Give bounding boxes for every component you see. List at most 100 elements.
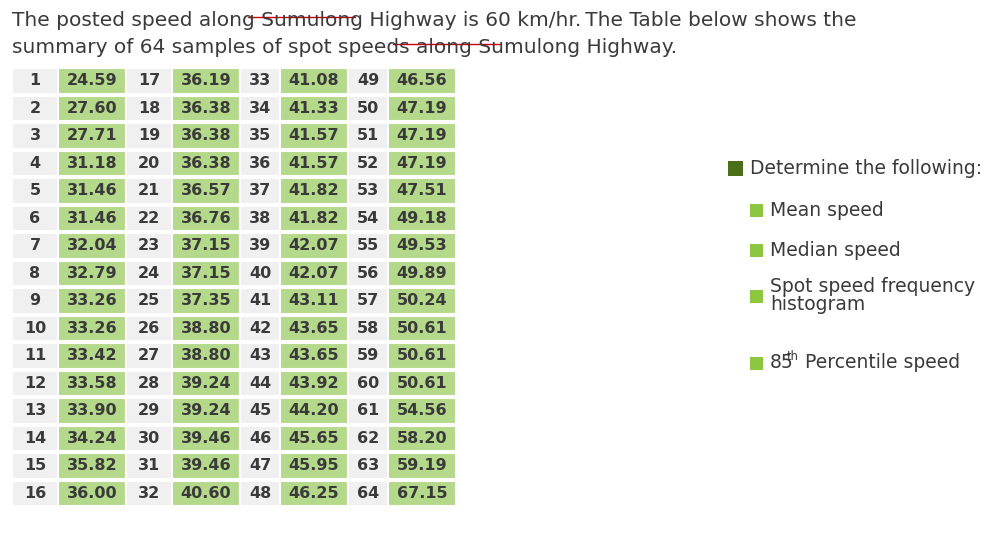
FancyBboxPatch shape (348, 123, 388, 148)
Text: 49.18: 49.18 (397, 211, 448, 226)
Text: 45: 45 (249, 404, 271, 418)
FancyBboxPatch shape (240, 68, 280, 94)
FancyBboxPatch shape (750, 244, 763, 257)
Text: 47.51: 47.51 (397, 183, 448, 198)
FancyBboxPatch shape (126, 426, 172, 451)
Text: 42.07: 42.07 (289, 266, 339, 281)
Text: 39.24: 39.24 (180, 404, 231, 418)
Text: 35: 35 (249, 128, 271, 143)
Text: 10: 10 (24, 321, 46, 336)
Text: 12: 12 (24, 376, 46, 391)
FancyBboxPatch shape (172, 288, 240, 314)
FancyBboxPatch shape (348, 398, 388, 423)
Text: 32.04: 32.04 (67, 238, 118, 253)
FancyBboxPatch shape (126, 178, 172, 203)
Text: 49: 49 (357, 73, 379, 88)
FancyBboxPatch shape (172, 151, 240, 176)
Text: 43: 43 (249, 348, 271, 363)
Text: The posted speed along Sumulong Highway is 60 km/hr. The Table below shows the: The posted speed along Sumulong Highway … (12, 11, 856, 30)
Text: 21: 21 (138, 183, 161, 198)
Text: 51: 51 (357, 128, 379, 143)
FancyBboxPatch shape (58, 206, 126, 231)
FancyBboxPatch shape (348, 260, 388, 286)
FancyBboxPatch shape (348, 453, 388, 478)
Text: 61: 61 (357, 404, 379, 418)
Text: 40: 40 (249, 266, 271, 281)
FancyBboxPatch shape (280, 480, 348, 506)
FancyBboxPatch shape (388, 233, 456, 258)
FancyBboxPatch shape (280, 426, 348, 451)
FancyBboxPatch shape (348, 96, 388, 121)
Text: 42: 42 (249, 321, 271, 336)
FancyBboxPatch shape (348, 371, 388, 396)
FancyBboxPatch shape (172, 426, 240, 451)
FancyBboxPatch shape (348, 206, 388, 231)
FancyBboxPatch shape (280, 398, 348, 423)
Text: 45.95: 45.95 (289, 458, 339, 473)
Text: 44.20: 44.20 (289, 404, 339, 418)
Text: 47.19: 47.19 (397, 101, 448, 116)
Text: 41: 41 (249, 293, 271, 308)
Text: 31.46: 31.46 (67, 183, 118, 198)
Text: 58.20: 58.20 (397, 431, 448, 446)
FancyBboxPatch shape (126, 371, 172, 396)
FancyBboxPatch shape (388, 123, 456, 148)
Text: 27.71: 27.71 (67, 128, 118, 143)
Text: 32.79: 32.79 (67, 266, 118, 281)
FancyBboxPatch shape (388, 178, 456, 203)
FancyBboxPatch shape (126, 233, 172, 258)
Text: 33.58: 33.58 (67, 376, 118, 391)
Text: th: th (787, 350, 799, 364)
Text: 47.19: 47.19 (397, 128, 448, 143)
FancyBboxPatch shape (388, 96, 456, 121)
FancyBboxPatch shape (12, 260, 58, 286)
Text: 24.59: 24.59 (67, 73, 118, 88)
Text: 8: 8 (30, 266, 41, 281)
FancyBboxPatch shape (12, 68, 58, 94)
Text: 13: 13 (24, 404, 46, 418)
Text: 41.82: 41.82 (289, 183, 339, 198)
Text: 63: 63 (357, 458, 379, 473)
FancyBboxPatch shape (126, 260, 172, 286)
FancyBboxPatch shape (280, 151, 348, 176)
Text: 36.38: 36.38 (180, 101, 231, 116)
FancyBboxPatch shape (240, 151, 280, 176)
FancyBboxPatch shape (280, 371, 348, 396)
FancyBboxPatch shape (348, 233, 388, 258)
FancyBboxPatch shape (172, 260, 240, 286)
Text: 3: 3 (30, 128, 41, 143)
Text: 37.15: 37.15 (180, 266, 231, 281)
FancyBboxPatch shape (388, 371, 456, 396)
Text: 34.24: 34.24 (67, 431, 118, 446)
Text: 50.61: 50.61 (397, 376, 448, 391)
FancyBboxPatch shape (172, 343, 240, 369)
FancyBboxPatch shape (240, 178, 280, 203)
Text: 59.19: 59.19 (397, 458, 448, 473)
FancyBboxPatch shape (240, 315, 280, 341)
FancyBboxPatch shape (388, 398, 456, 423)
Text: 30: 30 (138, 431, 161, 446)
FancyBboxPatch shape (240, 343, 280, 369)
FancyBboxPatch shape (388, 343, 456, 369)
Text: 6: 6 (30, 211, 41, 226)
FancyBboxPatch shape (58, 343, 126, 369)
FancyBboxPatch shape (348, 68, 388, 94)
Text: 46.56: 46.56 (397, 73, 448, 88)
FancyBboxPatch shape (12, 206, 58, 231)
Text: 25: 25 (138, 293, 161, 308)
FancyBboxPatch shape (58, 426, 126, 451)
Text: 38.80: 38.80 (180, 321, 231, 336)
FancyBboxPatch shape (240, 398, 280, 423)
Text: 47: 47 (249, 458, 271, 473)
FancyBboxPatch shape (240, 96, 280, 121)
FancyBboxPatch shape (388, 453, 456, 478)
Text: 38: 38 (249, 211, 271, 226)
FancyBboxPatch shape (280, 178, 348, 203)
Text: 45.65: 45.65 (289, 431, 339, 446)
FancyBboxPatch shape (348, 178, 388, 203)
FancyBboxPatch shape (172, 96, 240, 121)
Text: 39.46: 39.46 (180, 431, 231, 446)
FancyBboxPatch shape (280, 68, 348, 94)
FancyBboxPatch shape (172, 206, 240, 231)
Text: 39.24: 39.24 (180, 376, 231, 391)
